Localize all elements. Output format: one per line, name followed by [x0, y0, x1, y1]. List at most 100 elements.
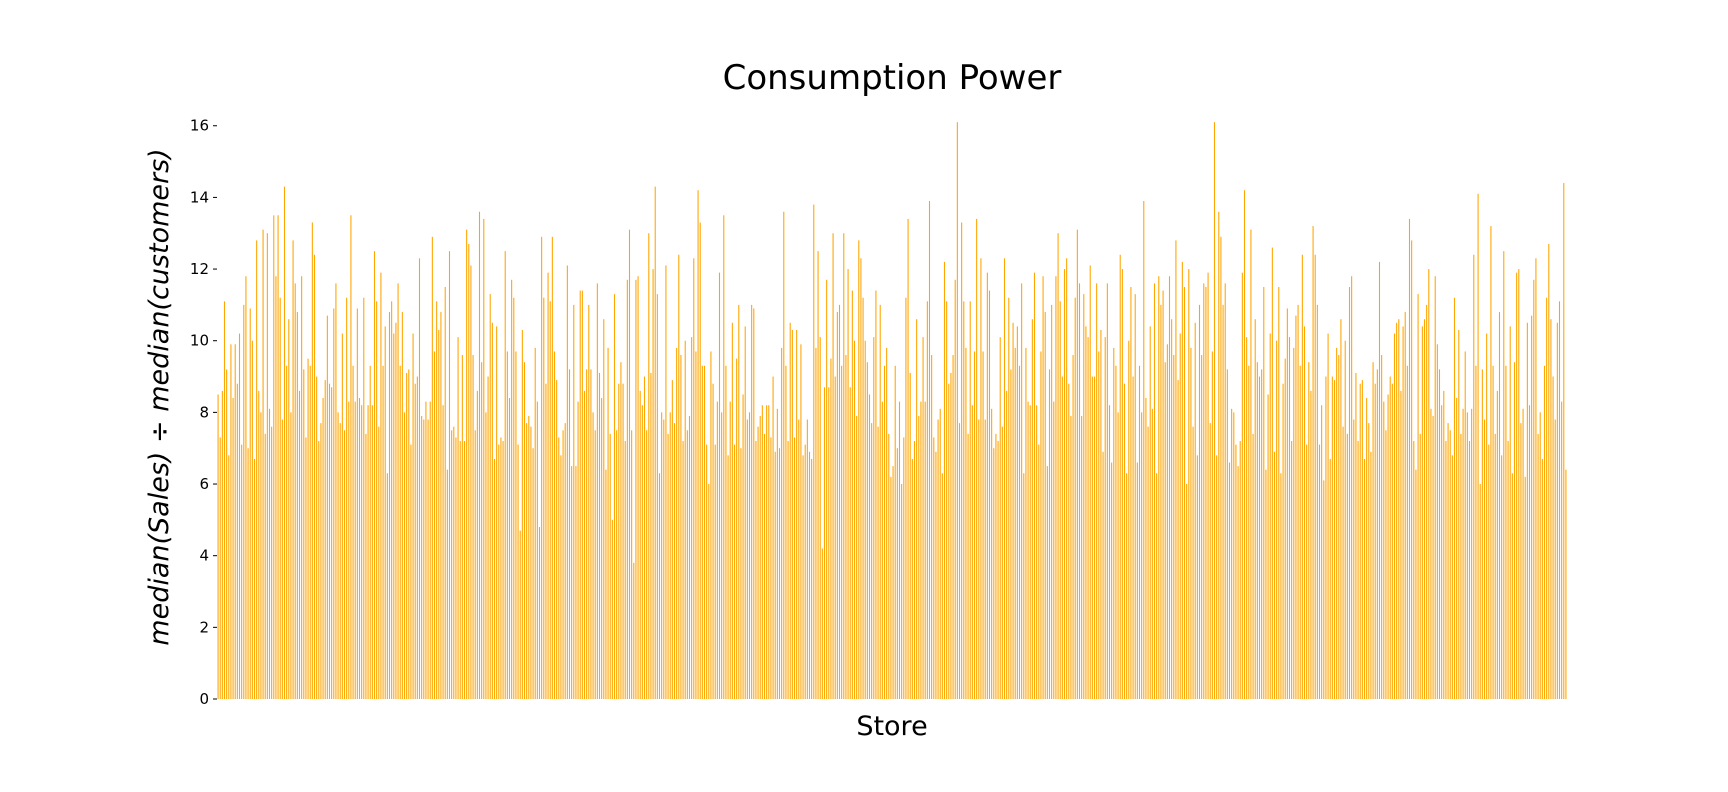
bar	[1228, 462, 1231, 699]
bar	[789, 322, 791, 699]
bar	[410, 444, 412, 699]
bar	[1496, 390, 1498, 699]
bar	[654, 186, 656, 699]
bar	[1263, 286, 1265, 699]
bar	[348, 401, 350, 699]
bar	[1552, 376, 1554, 699]
bar	[620, 362, 622, 699]
bar	[643, 376, 646, 699]
bar	[755, 441, 757, 699]
bar	[1010, 369, 1012, 699]
bar	[1085, 326, 1087, 699]
bar	[712, 383, 714, 699]
bar	[1145, 398, 1147, 699]
bar	[628, 229, 631, 699]
bar	[886, 347, 888, 699]
bar	[442, 405, 444, 699]
bar	[808, 451, 811, 699]
bar	[890, 476, 892, 699]
bar	[603, 319, 605, 699]
bar	[562, 430, 564, 699]
bar	[1408, 218, 1411, 699]
bar	[318, 441, 320, 699]
bar	[1018, 365, 1021, 699]
bar	[952, 355, 954, 699]
bar	[498, 444, 500, 699]
bar	[933, 437, 935, 699]
bar	[301, 276, 303, 699]
bar	[1023, 473, 1025, 699]
bar	[1355, 372, 1357, 699]
bar	[1432, 415, 1434, 699]
bar	[519, 530, 521, 699]
bar	[1561, 401, 1563, 699]
bar	[1096, 283, 1098, 699]
bar	[532, 448, 534, 699]
bar	[468, 243, 470, 700]
bar	[294, 283, 296, 699]
bar	[613, 294, 616, 699]
bar	[849, 387, 851, 699]
bar	[446, 469, 448, 699]
bar	[324, 380, 326, 699]
bar	[1160, 304, 1162, 699]
bar	[963, 301, 965, 699]
bar	[736, 358, 738, 699]
bar	[438, 329, 440, 699]
bar	[530, 426, 532, 699]
bar	[676, 347, 678, 699]
bar	[1406, 365, 1408, 699]
y-tick-label: 6	[199, 475, 209, 493]
bar	[731, 322, 733, 699]
bar	[1316, 304, 1318, 699]
bar	[609, 433, 611, 699]
bar	[598, 372, 601, 699]
bar	[699, 222, 701, 700]
bar	[433, 351, 436, 699]
bar	[1438, 369, 1441, 699]
bar	[821, 548, 823, 699]
bar	[298, 390, 301, 699]
bar	[1222, 304, 1224, 699]
bar	[346, 297, 348, 699]
bar	[819, 337, 821, 699]
bar	[984, 419, 986, 699]
bar	[618, 383, 620, 699]
bar	[682, 441, 684, 699]
bar	[1171, 319, 1173, 699]
bar	[1276, 340, 1278, 699]
bar	[635, 279, 637, 699]
bar	[883, 365, 886, 699]
bar	[1391, 383, 1393, 699]
bar	[286, 365, 288, 699]
bar	[513, 297, 515, 699]
bar	[661, 412, 663, 699]
bar	[978, 419, 980, 699]
bar	[798, 419, 800, 699]
bar	[386, 473, 388, 699]
bar	[1042, 276, 1044, 699]
bar	[461, 355, 463, 699]
bar	[680, 355, 682, 699]
bar	[1044, 312, 1046, 699]
bar	[1400, 390, 1402, 699]
bar	[234, 344, 236, 699]
bar	[425, 401, 427, 699]
bar	[436, 301, 438, 699]
bar	[1436, 344, 1438, 699]
bar	[836, 312, 838, 699]
bar	[1175, 240, 1177, 699]
bar	[1518, 269, 1520, 699]
bar	[1151, 408, 1153, 699]
bar	[577, 401, 579, 699]
bar	[744, 326, 746, 699]
bar	[941, 473, 943, 699]
bar	[249, 308, 251, 699]
bar	[367, 405, 369, 699]
bar	[671, 380, 673, 699]
bar	[1413, 441, 1415, 699]
bar	[783, 211, 785, 700]
bar	[1503, 251, 1505, 699]
bar	[1286, 308, 1288, 699]
